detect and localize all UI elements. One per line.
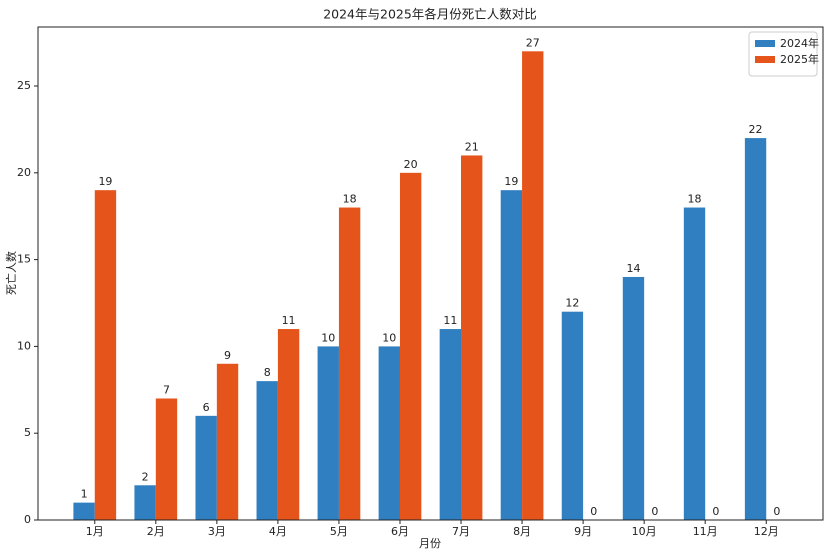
value-label: 0 (651, 505, 658, 518)
bar (622, 276, 645, 520)
bar (317, 346, 339, 520)
bar (399, 172, 422, 520)
legend-swatch (755, 40, 775, 47)
bar (744, 138, 767, 521)
value-label: 11 (282, 314, 296, 327)
value-label: 10 (321, 331, 335, 344)
value-label: 18 (343, 193, 357, 206)
value-label: 27 (526, 36, 540, 49)
bar (439, 329, 462, 520)
value-label: 0 (773, 505, 780, 518)
x-tick-label: 6月 (391, 525, 409, 538)
value-label: 2 (142, 470, 149, 483)
legend-label: 2024年 (780, 36, 819, 50)
value-label: 9 (224, 349, 231, 362)
x-tick-label: 5月 (330, 525, 348, 538)
x-tick-label: 8月 (513, 525, 531, 538)
bar (216, 363, 239, 520)
x-tick-label: 10月 (632, 525, 657, 538)
value-label: 0 (712, 505, 719, 518)
x-tick-label: 3月 (208, 525, 226, 538)
value-label: 8 (264, 366, 271, 379)
value-label: 19 (504, 175, 518, 188)
bar (561, 311, 584, 520)
value-label: 10 (382, 331, 396, 344)
x-tick-label: 1月 (86, 525, 104, 538)
value-label: 0 (590, 505, 597, 518)
bar (683, 207, 706, 520)
legend-swatch (755, 56, 775, 63)
bar (338, 207, 361, 520)
value-label: 18 (688, 193, 702, 206)
x-tick-label: 12月 (754, 525, 779, 538)
value-label: 19 (98, 175, 112, 188)
x-axis-label: 月份 (419, 537, 441, 550)
x-tick-label: 2月 (147, 525, 165, 538)
value-label: 7 (163, 383, 170, 396)
value-label: 14 (626, 262, 640, 275)
value-label: 20 (404, 158, 418, 171)
bar (94, 190, 117, 520)
bar (500, 190, 523, 520)
y-tick-label: 20 (17, 166, 31, 179)
bar (195, 415, 217, 520)
value-label: 11 (443, 314, 457, 327)
bar (256, 381, 278, 520)
y-tick-label: 15 (17, 253, 31, 266)
x-tick-label: 4月 (269, 525, 287, 538)
value-label: 12 (565, 297, 579, 310)
bar (73, 502, 95, 520)
plot-frame (37, 26, 824, 521)
bar (522, 51, 544, 520)
bar (378, 346, 400, 520)
bar (461, 155, 483, 520)
y-tick-label: 10 (17, 339, 31, 352)
x-tick-label: 9月 (574, 525, 592, 538)
y-axis-label: 死亡人数 (4, 251, 18, 295)
value-label: 22 (749, 123, 763, 136)
bar (155, 398, 178, 520)
value-label: 6 (203, 401, 210, 414)
legend-label: 2025年 (780, 52, 819, 66)
y-tick-label: 5 (24, 426, 31, 439)
chart-title: 2024年与2025年各月份死亡人数对比 (323, 7, 537, 22)
bar (134, 485, 156, 520)
y-tick-label: 25 (17, 79, 31, 92)
x-tick-label: 7月 (452, 525, 470, 538)
y-tick-label: 0 (24, 513, 31, 526)
value-label: 1 (81, 488, 88, 501)
value-label: 21 (465, 140, 479, 153)
bar (277, 329, 300, 520)
x-tick-label: 11月 (693, 525, 718, 538)
